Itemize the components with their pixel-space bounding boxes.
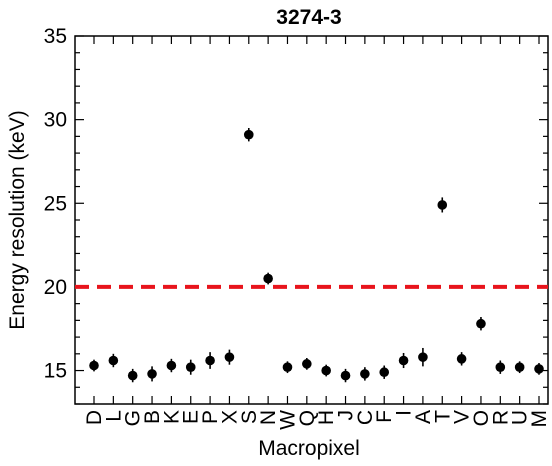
data-point bbox=[495, 362, 506, 373]
y-tick-label: 15 bbox=[44, 360, 67, 383]
x-tick-label: S bbox=[238, 410, 261, 424]
chart-title: 3274-3 bbox=[276, 6, 341, 29]
data-point bbox=[166, 360, 177, 371]
data-point bbox=[340, 370, 351, 381]
data-point bbox=[321, 365, 331, 376]
x-tick-label: U bbox=[509, 410, 532, 425]
data-point bbox=[476, 318, 486, 329]
x-tick-label: X bbox=[218, 410, 241, 424]
x-tick-label: O bbox=[470, 410, 493, 426]
x-tick-label: I bbox=[393, 410, 416, 416]
x-tick-label: J bbox=[335, 410, 358, 421]
data-point bbox=[437, 200, 448, 210]
data-point bbox=[108, 355, 119, 366]
y-tick-label: 20 bbox=[44, 276, 67, 299]
plot-frame bbox=[74, 35, 549, 405]
data-point bbox=[282, 362, 293, 373]
y-axis: 15 20 25 30 35 bbox=[44, 25, 548, 405]
data-point bbox=[205, 355, 215, 366]
x-tick-label: D bbox=[83, 410, 106, 425]
x-tick-label: G bbox=[122, 410, 145, 426]
x-tick-label: M bbox=[528, 410, 551, 428]
x-tick-label: N bbox=[257, 410, 280, 425]
data-point bbox=[127, 370, 138, 381]
data-point bbox=[360, 369, 370, 379]
y-tick-label: 30 bbox=[44, 109, 67, 132]
y-axis-label: Energy resolution (keV) bbox=[6, 110, 29, 329]
x-tick-label: K bbox=[160, 410, 183, 424]
x-tick-label: E bbox=[180, 410, 203, 424]
x-axis-label: Macropixel bbox=[258, 437, 360, 460]
x-tick-label: L bbox=[102, 410, 125, 422]
data-point bbox=[89, 360, 99, 371]
x-tick-label: H bbox=[315, 410, 338, 425]
data-point bbox=[514, 362, 525, 373]
x-tick-label: F bbox=[373, 410, 396, 423]
x-tick-label: A bbox=[412, 410, 435, 424]
x-tick-label: B bbox=[141, 410, 164, 424]
data-point bbox=[263, 273, 273, 284]
data-point bbox=[456, 354, 467, 364]
y-tick-label: 35 bbox=[44, 25, 67, 48]
x-tick-label: T bbox=[431, 410, 454, 423]
data-point bbox=[185, 362, 196, 373]
x-tick-label: W bbox=[276, 410, 299, 430]
y-tick-label: 25 bbox=[44, 192, 67, 215]
x-tick-label: V bbox=[451, 410, 474, 424]
data-point bbox=[379, 367, 390, 378]
data-point bbox=[302, 359, 312, 369]
data-point bbox=[243, 129, 254, 140]
x-tick-label: P bbox=[199, 410, 222, 424]
x-tick-label: Q bbox=[296, 410, 319, 426]
x-tick-label: C bbox=[354, 410, 377, 425]
x-tick-label: R bbox=[489, 410, 512, 425]
data-point bbox=[418, 352, 428, 362]
data-point bbox=[147, 369, 157, 379]
data-point bbox=[534, 364, 544, 374]
data-points bbox=[89, 128, 544, 383]
data-point bbox=[398, 355, 409, 366]
data-point bbox=[224, 352, 235, 362]
